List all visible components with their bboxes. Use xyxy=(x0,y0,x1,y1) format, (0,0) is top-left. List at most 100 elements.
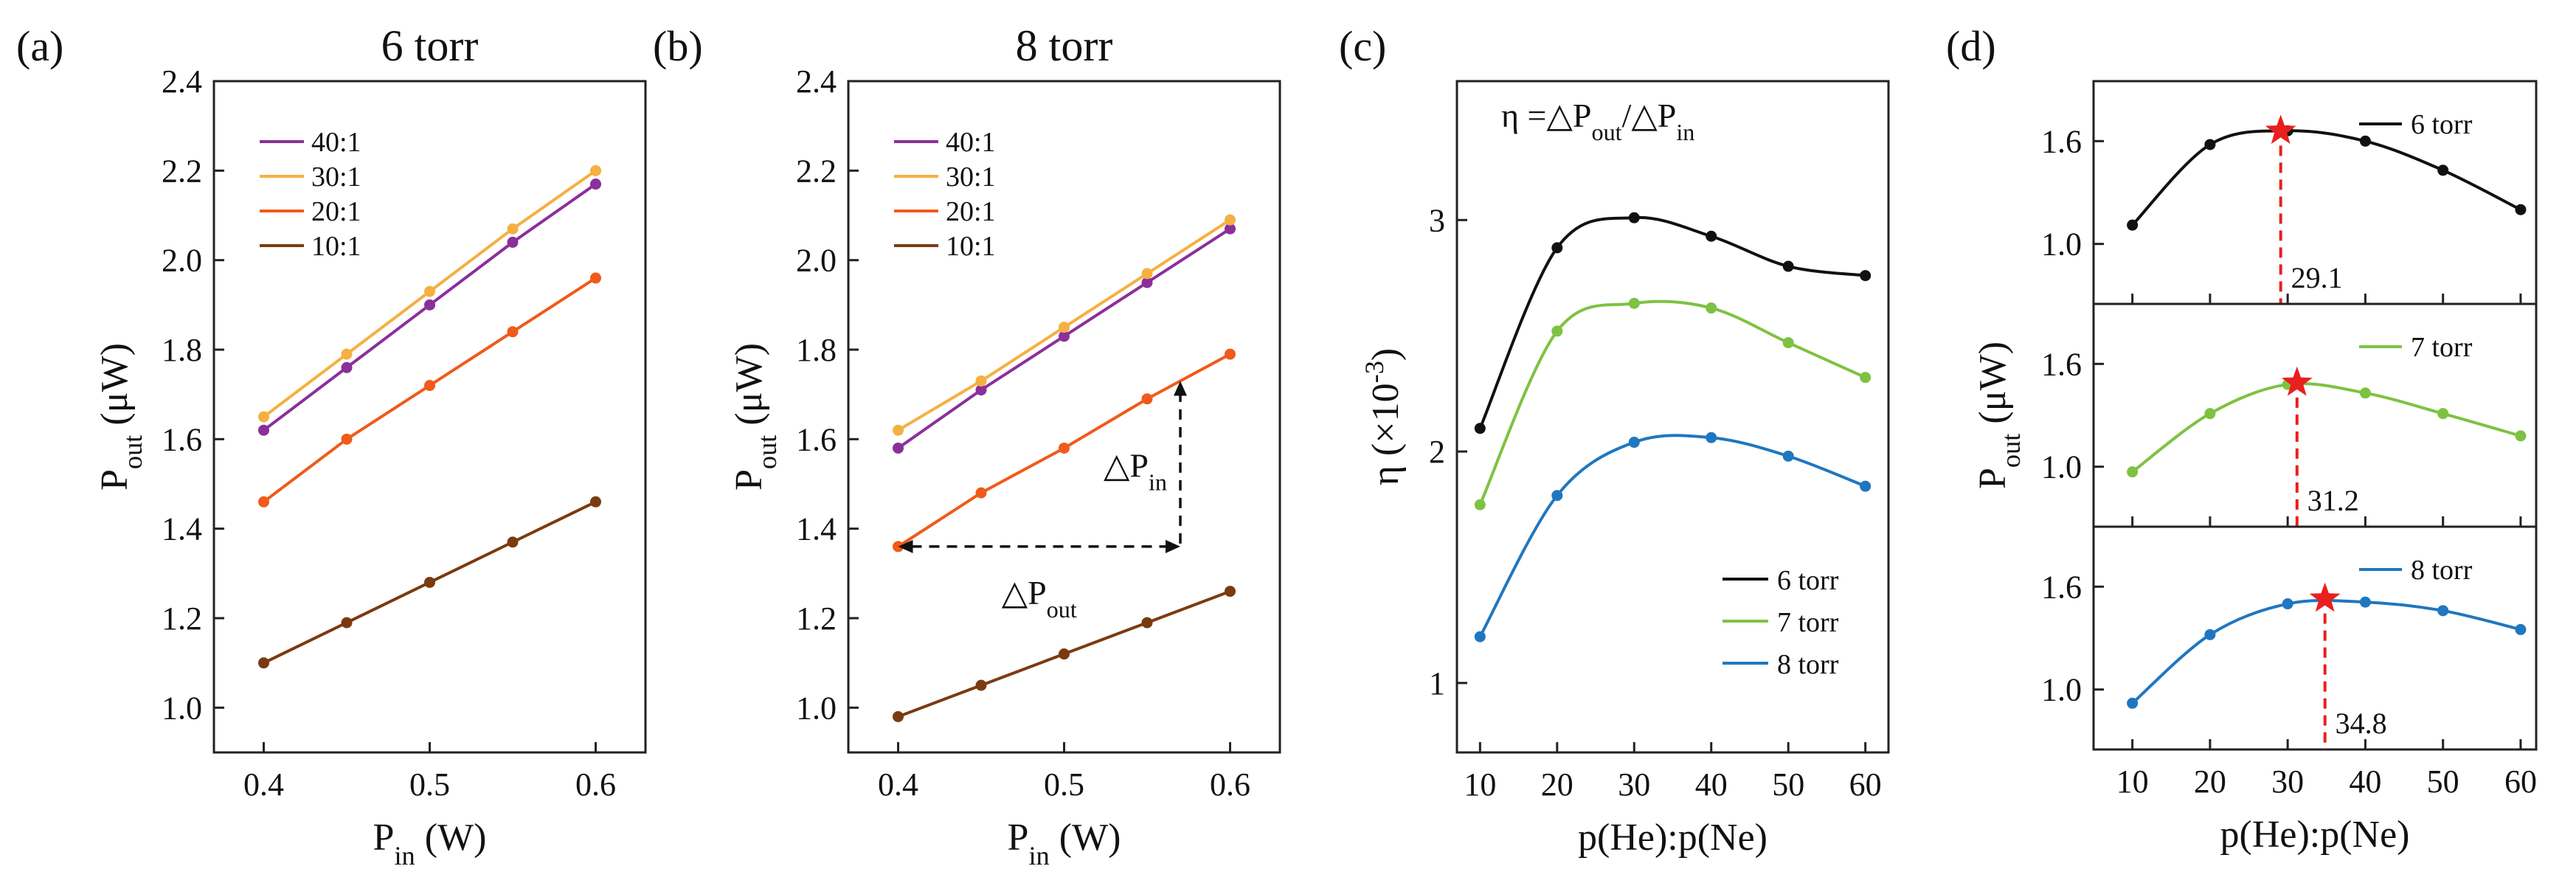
peak-value-label: 31.2 xyxy=(2307,484,2359,517)
y-tick-label: 1.0 xyxy=(796,690,837,726)
series-20-1-point xyxy=(258,496,269,508)
series-7-torr-point xyxy=(1782,337,1794,349)
x-tick-label: 0.6 xyxy=(1210,766,1250,803)
legend-label: 6 torr xyxy=(1777,565,1839,596)
series-10-1-point xyxy=(893,710,904,722)
series-8-torr-point xyxy=(2127,697,2139,709)
panel-title: 6 torr xyxy=(381,21,479,70)
series-30-1-point xyxy=(893,424,904,436)
series-20-1-point xyxy=(424,380,435,392)
series-10-1-point xyxy=(1141,617,1153,629)
series-8-torr-line xyxy=(2131,599,2521,704)
series-7-torr-point xyxy=(2515,430,2527,442)
series-8-torr-point xyxy=(2515,623,2527,635)
series-40-1-point xyxy=(1059,330,1070,342)
delta-p-in-main: △P xyxy=(1104,447,1149,485)
series-7-torr-point xyxy=(1860,372,1872,384)
legend-label: 40:1 xyxy=(311,127,361,158)
y-axis-label: Pout (μW) xyxy=(728,343,782,491)
subplot-7-torr: 1.0 1.6 31.2 7 torr xyxy=(2041,302,2538,528)
x-tick-label: 30 xyxy=(1618,766,1650,803)
series-10-1-point xyxy=(258,657,269,669)
y-tick-label: 1.0 xyxy=(2041,672,2082,708)
x-tick-label: 40 xyxy=(2349,763,2381,800)
y-tick-label: 1.0 xyxy=(162,690,202,726)
x-axis-label: p(He):p(Ne) xyxy=(2220,814,2410,856)
series-40-1-point xyxy=(1225,223,1236,235)
y-axis-label-sub: out xyxy=(752,435,782,470)
plot-frame xyxy=(2092,525,2538,751)
subplot-6-torr: 1.0 1.6 29.1 6 torr xyxy=(2041,80,2538,305)
series-30-1-point xyxy=(258,411,269,423)
x-tick-label: 0.5 xyxy=(409,766,450,803)
series-20-1-point xyxy=(1225,348,1236,360)
y-tick-label: 3 xyxy=(1429,202,1445,238)
formula-mid: /△P xyxy=(1622,97,1677,134)
series-6-torr-point xyxy=(1551,242,1563,254)
y-tick-label: 1.4 xyxy=(796,511,837,547)
y-tick-label: 1.6 xyxy=(2041,123,2082,159)
series-40-1-point xyxy=(341,361,353,373)
x-axis-label-main: P xyxy=(373,817,395,859)
y-tick-label: 2.0 xyxy=(796,243,837,279)
peak-star-icon xyxy=(2309,582,2341,612)
series-40-1-point xyxy=(975,384,987,396)
y-axis-label-close: ) xyxy=(1365,348,1407,361)
panel-label: (c) xyxy=(1339,22,1386,70)
x-tick-label: 0.6 xyxy=(575,766,616,803)
series-8-torr-point xyxy=(1860,480,1872,492)
series-30-1-point xyxy=(341,348,353,360)
legend-label: 7 torr xyxy=(1777,607,1839,638)
panel-label: (b) xyxy=(653,22,703,70)
peak-star-icon xyxy=(2265,114,2296,145)
y-tick-label: 2.2 xyxy=(162,153,202,189)
series-40-1-point xyxy=(258,424,269,436)
series-10-1-point xyxy=(341,617,353,629)
y-tick-label: 1.0 xyxy=(2041,226,2082,263)
peak-value-label: 29.1 xyxy=(2291,261,2343,294)
formula-lhs: η =△P xyxy=(1501,97,1591,134)
series-7-torr-point xyxy=(2127,466,2139,478)
series-10-1-point xyxy=(590,496,601,508)
series-10-1-point xyxy=(1225,586,1236,598)
x-axis-label: p(He):p(Ne) xyxy=(1578,817,1767,859)
y-tick-label: 2 xyxy=(1429,434,1445,470)
arrow-head xyxy=(898,539,913,553)
plot-frame xyxy=(1455,80,1890,754)
series-20-1-point xyxy=(341,433,353,445)
legend-label: 10:1 xyxy=(946,231,996,262)
peak-value-label: 34.8 xyxy=(2336,707,2387,740)
x-axis-label: Pin (W) xyxy=(1008,817,1121,870)
y-axis-label-unit: (μW) xyxy=(728,343,770,435)
series-8-torr-point xyxy=(2282,598,2293,610)
series-20-1-point xyxy=(507,326,519,338)
arrow-head xyxy=(1166,539,1180,553)
legend-label: 8 torr xyxy=(2411,555,2473,586)
x-axis-label: Pin (W) xyxy=(373,817,487,870)
x-tick-label: 50 xyxy=(1772,766,1804,803)
series-7-torr-point xyxy=(1628,297,1640,309)
panel-label: (d) xyxy=(1946,22,1996,70)
subplot-8-torr: 10 20 30 40 50 60 1.0 1.6 34.8 8 torr xyxy=(2041,525,2538,800)
series-30-1-point xyxy=(1059,322,1070,333)
series-6-torr-point xyxy=(2515,204,2527,215)
series-40-1-point xyxy=(893,442,904,454)
y-tick-label: 2.4 xyxy=(796,63,837,100)
series-6-torr-point xyxy=(1474,423,1486,434)
series-6-torr-point xyxy=(1706,230,1717,242)
formula-sub-in: in xyxy=(1676,119,1694,145)
y-tick-label: 2.0 xyxy=(162,243,202,279)
formula-sub-out: out xyxy=(1591,119,1621,145)
series-20-1-point xyxy=(1141,393,1153,405)
series-30-1-point xyxy=(1225,214,1236,226)
y-axis-label-unit: (×10 xyxy=(1365,383,1407,465)
y-axis-label: Pout (μW) xyxy=(1972,342,2026,489)
y-axis-label-sub: out xyxy=(1996,434,2026,468)
y-tick-label: 2.2 xyxy=(796,153,837,189)
series-40-1-point xyxy=(590,179,601,190)
panel-label: (a) xyxy=(16,22,63,70)
legend-label: 7 torr xyxy=(2411,332,2473,363)
series-10-1-point xyxy=(975,679,987,691)
series-8-torr-point xyxy=(2204,629,2216,640)
series-20-1-point xyxy=(1059,442,1070,454)
